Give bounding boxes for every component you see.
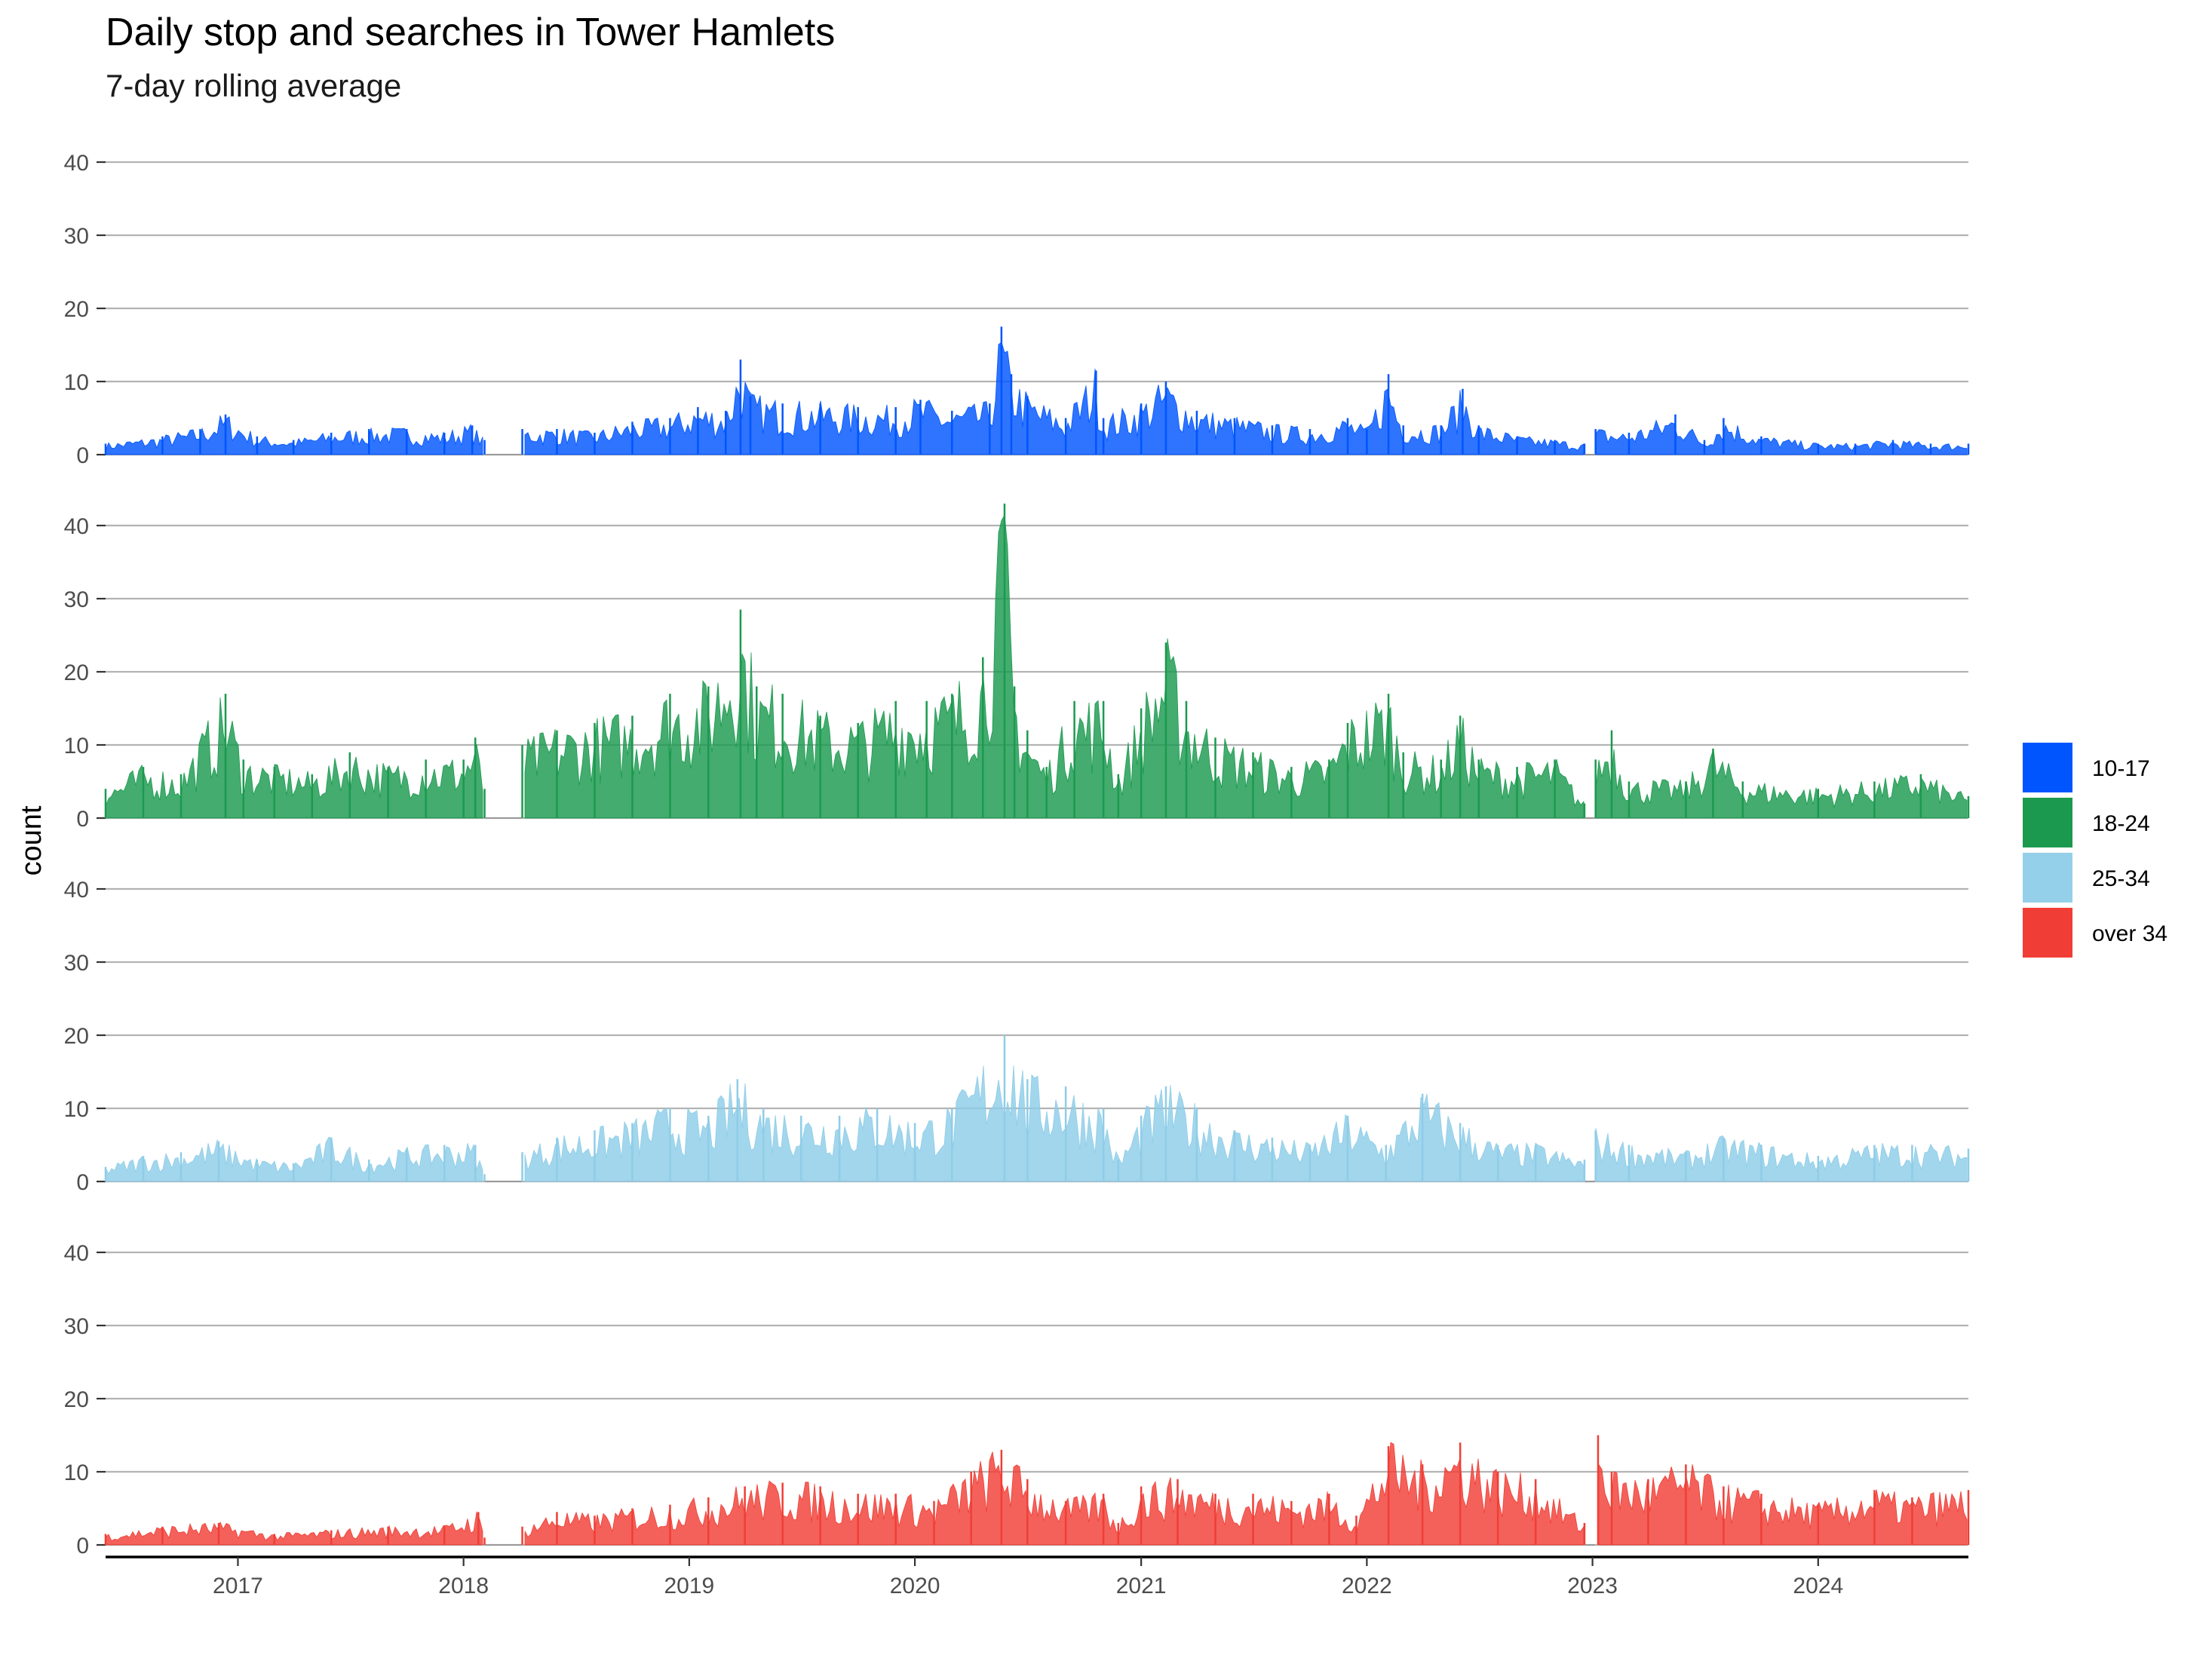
y-tick-label: 10 xyxy=(64,370,89,395)
legend-label-25-34: 25-34 xyxy=(2092,866,2150,891)
y-tick-label: 0 xyxy=(76,1170,89,1195)
y-tick-label: 30 xyxy=(64,951,89,976)
y-tick-label: 20 xyxy=(64,1387,89,1412)
legend-label-18-24: 18-24 xyxy=(2092,811,2150,836)
y-tick-label: 0 xyxy=(76,443,89,468)
legend-label-10-17: 10-17 xyxy=(2092,756,2150,781)
area-18-24 xyxy=(524,514,1585,819)
legend-swatch-over-34 xyxy=(2023,908,2072,958)
area-10-17 xyxy=(1595,419,1968,455)
x-tick-label: 2022 xyxy=(1342,1574,1392,1598)
y-tick-label: 20 xyxy=(64,660,89,685)
x-axis: 2017 2018 2019 2020 2021 2022 2023 2024 xyxy=(106,1555,1968,1598)
facet-panel-25-34: 0 10 20 30 40 xyxy=(64,878,1970,1195)
x-tick-label: 2021 xyxy=(1116,1574,1167,1598)
x-tick-label: 2024 xyxy=(1793,1574,1843,1598)
y-tick-label: 40 xyxy=(64,878,89,903)
y-tick-label: 40 xyxy=(64,1241,89,1266)
area-25-34 xyxy=(524,1065,1585,1182)
x-tick-label: 2017 xyxy=(213,1574,263,1598)
y-tick-label: 20 xyxy=(64,297,89,322)
x-tick-label: 2018 xyxy=(438,1574,489,1598)
y-tick-label: 10 xyxy=(64,1460,89,1485)
chart-title: Daily stop and searches in Tower Hamlets xyxy=(106,11,835,54)
area-18-24 xyxy=(1595,749,1968,819)
legend-swatch-25-34 xyxy=(2023,853,2072,903)
y-tick-label: 40 xyxy=(64,514,89,539)
chart-subtitle: 7-day rolling average xyxy=(106,68,401,103)
area-25-34 xyxy=(105,1136,483,1182)
x-tick-label: 2020 xyxy=(890,1574,940,1598)
facet-panels: 0 10 20 30 40 0 10 20 30 40 0 10 20 30 40 0 10 20 30 40 xyxy=(64,151,1970,1558)
facet-panel-over-34: 0 10 20 30 40 xyxy=(64,1241,1970,1558)
x-tick-label: 2023 xyxy=(1567,1574,1618,1598)
legend-swatch-18-24 xyxy=(2023,798,2072,847)
y-tick-label: 20 xyxy=(64,1024,89,1049)
area-over-34 xyxy=(524,1442,1585,1546)
area-10-17 xyxy=(524,342,1585,455)
x-tick-label: 2019 xyxy=(664,1574,714,1598)
y-tick-label: 0 xyxy=(76,807,89,832)
legend-swatch-10-17 xyxy=(2023,743,2072,792)
y-tick-label: 30 xyxy=(64,587,89,612)
y-tick-label: 30 xyxy=(64,224,89,249)
y-tick-label: 40 xyxy=(64,151,89,176)
y-axis-label: count xyxy=(16,805,48,875)
facet-panel-10-17: 0 10 20 30 40 xyxy=(64,151,1970,468)
y-tick-label: 10 xyxy=(64,734,89,759)
legend-label-over-34: over 34 xyxy=(2092,921,2168,946)
y-tick-label: 10 xyxy=(64,1097,89,1122)
facet-panel-18-24: 0 10 20 30 40 xyxy=(64,503,1970,832)
y-tick-label: 0 xyxy=(76,1534,89,1558)
legend: 10-17 18-24 25-34 over 34 xyxy=(2023,743,2168,958)
y-tick-label: 30 xyxy=(64,1314,89,1339)
